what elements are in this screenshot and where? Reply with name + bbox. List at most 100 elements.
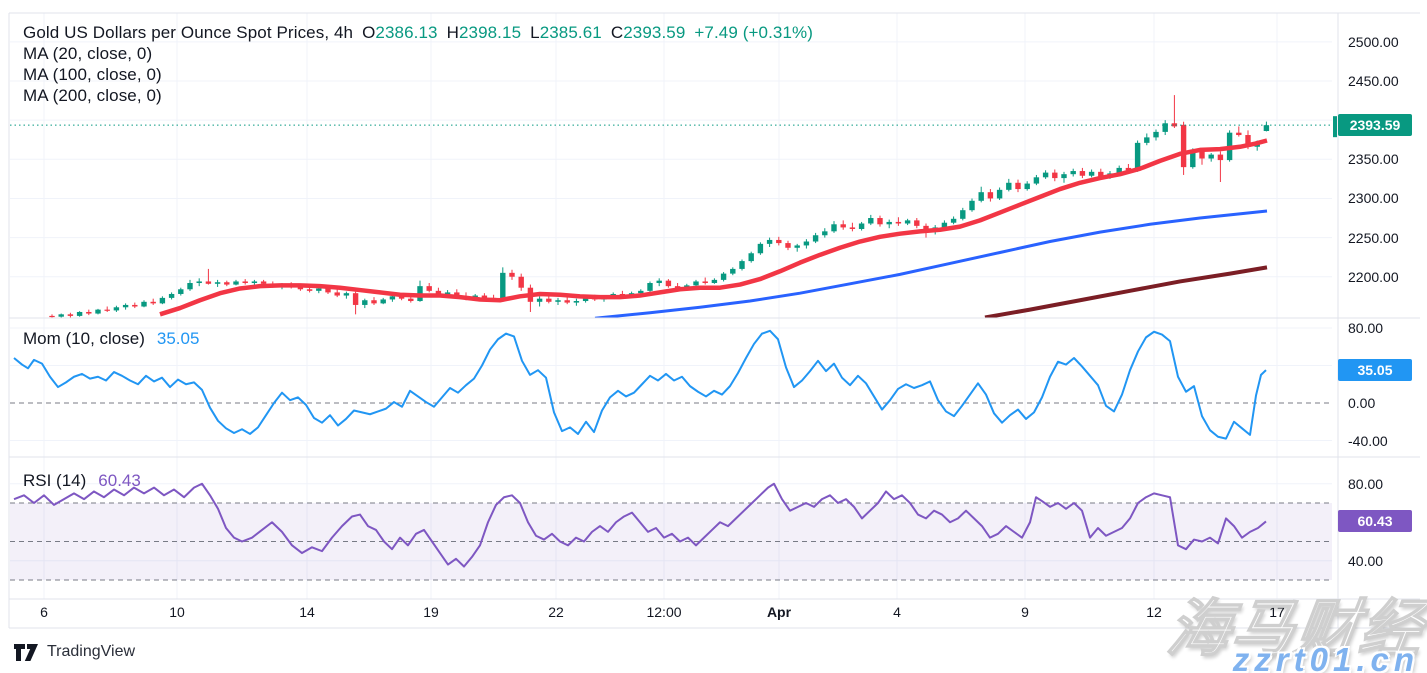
candle-body	[150, 301, 156, 304]
candle-body	[1024, 183, 1030, 190]
symbol-legend-row[interactable]: Gold US Dollars per Ounce Spot Prices, 4…	[23, 23, 813, 43]
time-axis-label: 4	[893, 604, 901, 620]
tradingview-attribution[interactable]: TradingView	[14, 643, 135, 661]
candle-body	[914, 220, 920, 226]
candle-body	[1052, 172, 1058, 179]
candle-body	[1006, 182, 1012, 190]
tradingview-logo-text: TradingView	[47, 643, 136, 660]
momentum-label: Mom (10, close)	[23, 329, 145, 348]
candle-body	[481, 295, 488, 298]
rsi-legend[interactable]: RSI (14) 60.43	[23, 471, 141, 491]
ohlc-c: C2393.59	[610, 23, 686, 42]
candle-body	[67, 314, 74, 316]
candle-body	[214, 282, 221, 284]
candle-body	[1070, 171, 1076, 175]
ohlc-values: O2386.13 H2398.15 L2385.61 C2393.59	[353, 23, 685, 42]
ma100-line	[594, 209, 1268, 318]
candle-body	[132, 304, 138, 307]
candle-body	[638, 290, 644, 294]
candle-body	[1098, 171, 1104, 178]
candle-body	[822, 231, 828, 236]
candle-body	[168, 293, 175, 298]
candle-body	[674, 286, 681, 289]
candle-body	[1217, 154, 1224, 161]
ma20-legend[interactable]: MA (20, close, 0)	[23, 44, 153, 63]
time-axis-label: 9	[1021, 604, 1029, 620]
time-axis-label: 12	[1146, 604, 1162, 620]
candle-body	[785, 243, 791, 248]
candle-body	[380, 299, 386, 304]
candle-body	[1088, 171, 1095, 176]
ma200-legend[interactable]: MA (200, close, 0)	[23, 86, 162, 105]
candle-body	[739, 261, 745, 269]
candle-body	[260, 281, 267, 284]
rsi-line	[13, 482, 1267, 568]
price-axis-label: 2200.00	[1348, 268, 1399, 285]
candle-body	[647, 283, 653, 291]
candle-body	[1125, 167, 1132, 171]
candle-body	[1236, 132, 1242, 136]
candle-body	[398, 296, 405, 299]
candle-body	[904, 220, 911, 224]
momentum-axis-label: 0.00	[1348, 395, 1376, 411]
ohlc-l: L2385.61	[530, 23, 602, 42]
time-axis-label: 10	[169, 604, 185, 620]
candle-body	[555, 300, 561, 302]
rsi-axis-label: 40.00	[1348, 552, 1384, 569]
momentum-legend[interactable]: Mom (10, close) 35.05	[23, 329, 199, 349]
candle-body	[1134, 142, 1141, 171]
candle-body	[573, 301, 580, 303]
candle-body	[711, 279, 718, 284]
candle-body	[923, 225, 929, 232]
time-axis-label: 17	[1269, 604, 1285, 620]
price-axis-label: 2500.00	[1348, 33, 1399, 50]
candle-body	[444, 292, 451, 294]
candle-body	[564, 300, 570, 303]
candle-body	[960, 210, 966, 219]
candle-body	[1208, 154, 1214, 159]
candle-body	[1015, 182, 1021, 190]
candle-body	[233, 281, 239, 285]
candle-body	[766, 239, 773, 244]
candle-body	[352, 293, 359, 305]
candle-body	[518, 276, 524, 288]
candle-body	[1199, 151, 1205, 159]
candle-body	[1033, 177, 1040, 184]
momentum-axis-label: 80.00	[1348, 320, 1384, 336]
candle-body	[950, 218, 957, 223]
chart-title: Gold US Dollars per Ounce Spot Prices, 4…	[23, 23, 354, 42]
candle-body	[362, 300, 368, 305]
candle-body	[95, 309, 101, 314]
candle-body	[803, 241, 810, 246]
candle-body	[49, 315, 55, 318]
candle-body	[242, 281, 248, 284]
candle-body	[720, 273, 727, 280]
candle-body	[536, 298, 543, 302]
candle-body	[1061, 174, 1067, 179]
candle-body	[1144, 137, 1150, 143]
candle-body	[1245, 135, 1251, 147]
candle-body	[187, 283, 193, 290]
candle-body	[1190, 151, 1196, 168]
candle-body	[665, 280, 672, 287]
ma100-legend[interactable]: MA (100, close, 0)	[23, 65, 162, 84]
candle-body	[748, 253, 754, 262]
candle-body	[500, 272, 506, 301]
candle-body	[996, 189, 1003, 199]
candle-body	[1116, 167, 1122, 174]
momentum-line	[13, 329, 1267, 440]
price-axis-label: 2450.00	[1348, 73, 1399, 89]
candle-body	[113, 307, 120, 311]
candle-body	[1180, 124, 1187, 168]
price-axis-label: 2250.00	[1348, 229, 1399, 246]
candle-body	[812, 235, 819, 242]
candle-body	[978, 192, 984, 201]
candle-body	[426, 286, 432, 291]
time-axis-label: 22	[548, 604, 564, 620]
time-axis-label: 14	[299, 604, 315, 620]
candle-body	[941, 222, 948, 228]
candle-body	[306, 289, 313, 291]
candle-body	[546, 298, 552, 302]
candle-body	[371, 300, 377, 304]
